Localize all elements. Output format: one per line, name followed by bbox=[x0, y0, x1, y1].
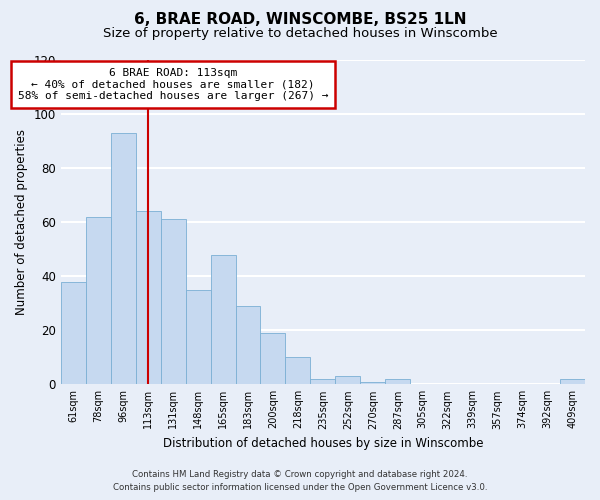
Text: 6 BRAE ROAD: 113sqm
← 40% of detached houses are smaller (182)
58% of semi-detac: 6 BRAE ROAD: 113sqm ← 40% of detached ho… bbox=[18, 68, 328, 102]
Bar bbox=[61, 282, 86, 385]
Y-axis label: Number of detached properties: Number of detached properties bbox=[15, 129, 28, 315]
Bar bbox=[310, 379, 335, 384]
X-axis label: Distribution of detached houses by size in Winscombe: Distribution of detached houses by size … bbox=[163, 437, 483, 450]
Bar bbox=[385, 379, 410, 384]
Bar bbox=[211, 254, 236, 384]
Bar bbox=[161, 220, 185, 384]
Bar bbox=[286, 358, 310, 384]
Bar bbox=[86, 216, 111, 384]
Bar bbox=[560, 379, 585, 384]
Text: 6, BRAE ROAD, WINSCOMBE, BS25 1LN: 6, BRAE ROAD, WINSCOMBE, BS25 1LN bbox=[134, 12, 466, 28]
Bar bbox=[136, 212, 161, 384]
Bar bbox=[236, 306, 260, 384]
Bar bbox=[111, 133, 136, 384]
Text: Size of property relative to detached houses in Winscombe: Size of property relative to detached ho… bbox=[103, 28, 497, 40]
Bar bbox=[361, 382, 385, 384]
Bar bbox=[185, 290, 211, 384]
Text: Contains HM Land Registry data © Crown copyright and database right 2024.
Contai: Contains HM Land Registry data © Crown c… bbox=[113, 470, 487, 492]
Bar bbox=[335, 376, 361, 384]
Bar bbox=[260, 333, 286, 384]
